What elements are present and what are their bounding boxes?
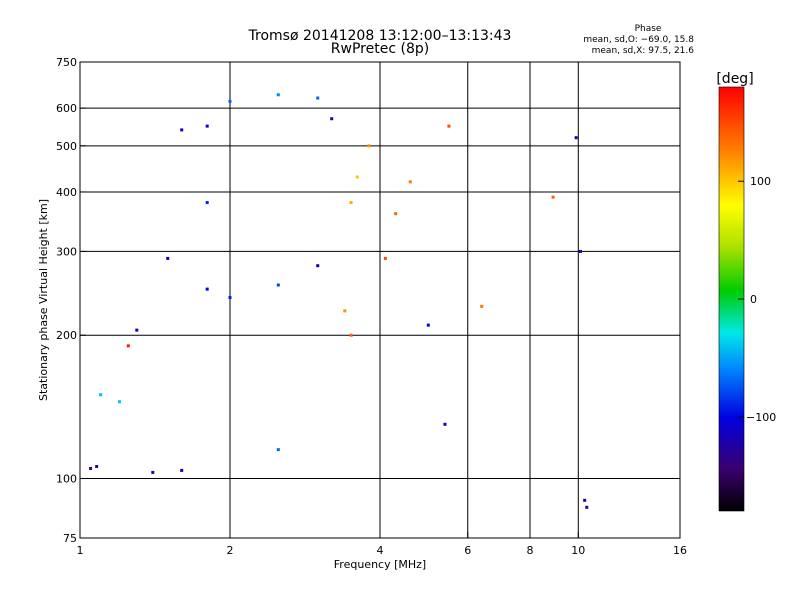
data-point	[205, 287, 209, 291]
data-point	[276, 283, 280, 287]
data-point	[426, 323, 430, 327]
data-point	[228, 99, 232, 103]
x-tick-label: 4	[377, 544, 384, 557]
data-point	[394, 212, 398, 216]
x-tick-label: 2	[227, 544, 234, 557]
data-point	[480, 304, 484, 308]
x-axis-ticks: 1 2 4 6 8 10 16	[77, 532, 687, 557]
y-tick-label: 300	[56, 245, 77, 258]
data-point	[117, 400, 121, 404]
data-point	[367, 144, 371, 148]
data-point	[355, 175, 359, 179]
data-point	[180, 468, 184, 472]
data-point	[95, 464, 99, 468]
data-point	[343, 309, 347, 313]
chart-title: Tromsø 20141208 13:12:00–13:13:43	[248, 28, 512, 44]
data-point	[228, 296, 232, 300]
stats-x: mean, sd,X: 97.5, 21.6	[592, 46, 695, 56]
data-point	[578, 249, 582, 253]
data-point	[574, 136, 578, 140]
data-point	[180, 128, 184, 132]
data-point	[205, 201, 209, 205]
chart-subtitle: RwPretec (8p)	[331, 41, 429, 57]
y-tick-label: 100	[56, 473, 77, 486]
data-point	[447, 124, 451, 128]
x-tick-label: 1	[77, 544, 84, 557]
x-tick-label: 8	[527, 544, 534, 557]
colorbar-tick-label: 100	[750, 175, 771, 188]
y-axis-ticks: 75 100 200 300 400 500 600 750	[56, 56, 86, 545]
data-point	[551, 195, 555, 199]
data-point	[151, 470, 155, 474]
data-point	[126, 344, 130, 348]
data-point	[205, 124, 209, 128]
x-tick-label: 6	[464, 544, 471, 557]
data-point	[276, 93, 280, 97]
data-point	[330, 117, 334, 121]
y-tick-label: 750	[56, 56, 77, 69]
plot-grid	[80, 62, 680, 538]
data-point	[349, 201, 353, 205]
colorbar-tick-label: 0	[750, 293, 757, 306]
data-point	[585, 505, 589, 509]
x-axis-label: Frequency [MHz]	[334, 558, 426, 571]
data-point	[583, 498, 587, 502]
colorbar-label: [deg]	[716, 71, 753, 87]
data-points	[89, 93, 589, 509]
stats-heading: Phase	[635, 24, 662, 34]
data-point	[383, 256, 387, 260]
y-tick-label: 75	[63, 532, 77, 545]
data-point	[166, 256, 170, 260]
data-point	[316, 96, 320, 100]
x-tick-label: 16	[673, 544, 687, 557]
colorbar-ticks: 100 0 −100	[738, 175, 776, 424]
x-tick-label: 10	[571, 544, 585, 557]
y-tick-label: 200	[56, 329, 77, 342]
y-tick-label: 500	[56, 140, 77, 153]
colorbar-tick-label: −100	[746, 411, 776, 424]
data-point	[316, 264, 320, 268]
data-point	[408, 180, 412, 184]
stats-o: mean, sd,O: −69.0, 15.8	[583, 35, 694, 45]
y-axis-label: Stationary phase Virtual Height [km]	[37, 199, 50, 401]
y-tick-label: 600	[56, 102, 77, 115]
data-point	[443, 422, 447, 426]
data-point	[89, 466, 93, 470]
y-tick-label: 400	[56, 186, 77, 199]
data-point	[135, 328, 139, 332]
data-point	[349, 333, 353, 337]
data-point	[276, 448, 280, 452]
data-point	[99, 393, 103, 397]
